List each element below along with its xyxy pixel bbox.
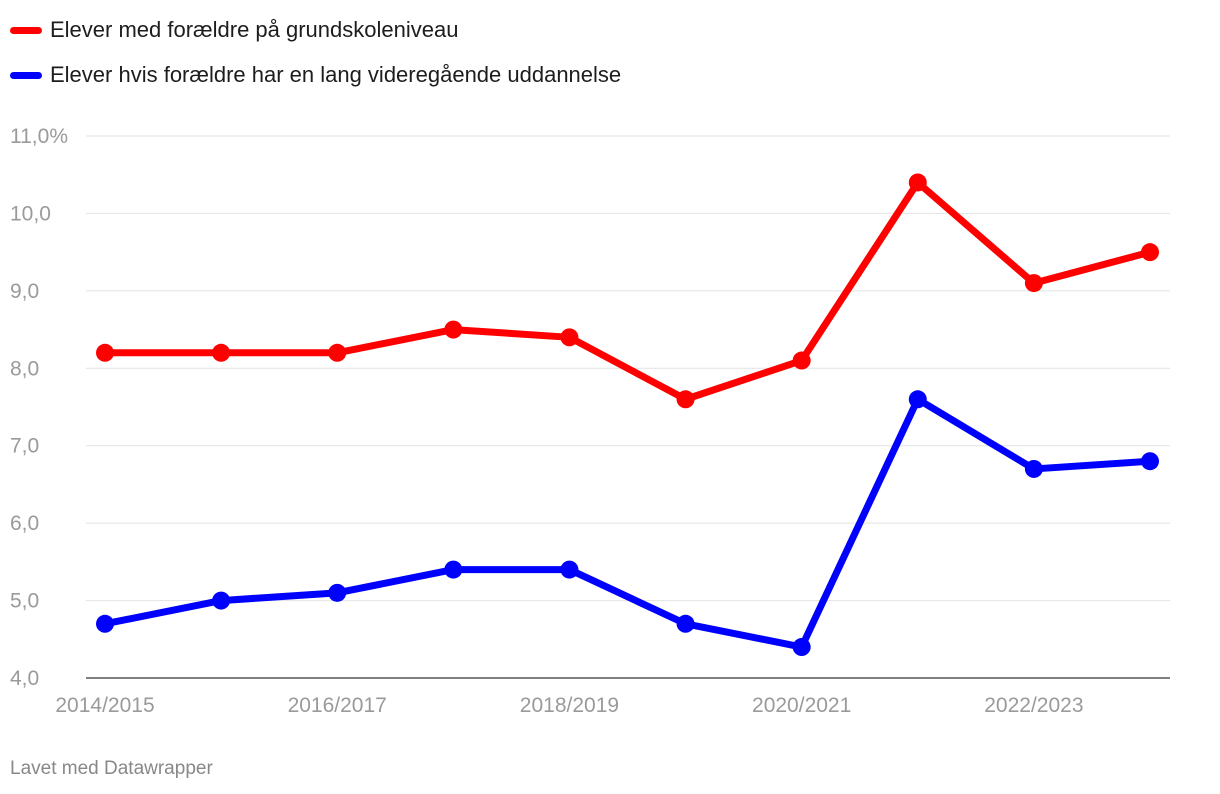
data-point xyxy=(328,583,347,602)
legend-swatch-red xyxy=(10,26,42,34)
data-point xyxy=(444,320,463,339)
legend-item-blue-series: Elever hvis forældre har en lang videreg… xyxy=(10,59,621,91)
x-tick-label: 2022/2023 xyxy=(984,694,1083,717)
data-point xyxy=(96,343,114,362)
y-axis-ticks: 4,0 5,0 6,0 7,0 8,0 9,0 10,0 11,0% xyxy=(10,125,68,690)
x-tick-label: 2018/2019 xyxy=(520,694,619,717)
series-blue xyxy=(96,390,1159,657)
y-tick-label: 11,0% xyxy=(10,125,68,148)
chart-legend: Elever med forældre på grundskoleniveau … xyxy=(10,14,621,104)
data-point xyxy=(1024,274,1043,293)
data-point xyxy=(328,343,347,362)
data-point xyxy=(908,173,927,192)
data-point xyxy=(676,614,695,633)
footer-credit: Lavet med Datawrapper xyxy=(10,758,213,779)
x-tick-label: 2016/2017 xyxy=(288,694,387,717)
series-line xyxy=(101,178,1154,403)
y-tick-label: 10,0 xyxy=(10,202,51,225)
y-tick-label: 6,0 xyxy=(10,512,39,535)
y-tick-label: 8,0 xyxy=(10,357,39,380)
y-tick-label: 9,0 xyxy=(10,280,39,303)
x-axis-ticks: 2014/2015 2016/2017 2018/2019 2020/2021 2022… xyxy=(55,694,1083,717)
legend-item-red-series: Elever med forældre på grundskoleniveau xyxy=(10,14,621,46)
data-point xyxy=(1141,243,1159,262)
line-chart: 4,05,06,07,08,09,010,011,0% 2014/2015 201… xyxy=(10,125,1170,717)
data-point xyxy=(560,560,579,579)
data-point xyxy=(1141,452,1159,471)
series-line xyxy=(101,395,1154,651)
x-tick-label: 2014/2015 xyxy=(55,694,154,717)
legend-label-blue: Elever hvis forældre har en lang videreg… xyxy=(50,62,622,87)
x-tick-label: 2020/2021 xyxy=(752,694,851,717)
data-point xyxy=(1024,459,1043,478)
data-point xyxy=(212,591,231,610)
data-point xyxy=(212,343,231,362)
y-tick-label: 4,0 xyxy=(10,667,39,690)
legend-label-red: Elever med forældre på grundskoleniveau xyxy=(50,17,459,42)
data-point xyxy=(908,390,927,409)
series-group xyxy=(96,173,1159,657)
y-tick-label: 5,0 xyxy=(10,590,39,613)
data-point xyxy=(560,328,579,347)
data-point xyxy=(792,351,811,370)
legend-swatch-blue xyxy=(10,71,42,79)
data-point xyxy=(96,614,114,633)
data-point xyxy=(676,390,695,409)
data-point xyxy=(792,638,811,657)
series-red xyxy=(96,173,1159,409)
data-point xyxy=(444,560,463,579)
y-tick-label: 7,0 xyxy=(10,435,39,458)
